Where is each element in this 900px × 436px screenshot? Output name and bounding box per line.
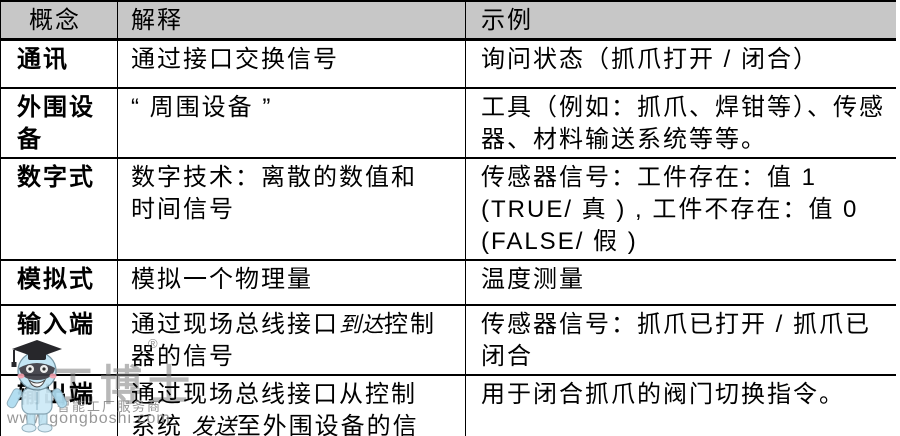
explanation-cell: 模拟一个物理量: [117, 259, 466, 306]
table-row: 模拟式 模拟一个物理量 温度测量: [0, 259, 896, 306]
table-row: 通讯 通过接口交换信号 询问状态（抓爪打开 / 闭合）: [0, 39, 896, 89]
example-cell: 传感器信号：工件存在：值 1 (TRUE/ 真 ) , 工件不存在：值 0 (F…: [465, 157, 896, 261]
concept-cell: 外围设备: [0, 87, 118, 159]
table-row: 输出端 通过现场总线接口从控制系统 发送至外围设备的信号 用于闭合抓爪的阀门切换…: [0, 374, 896, 436]
explanation-cell: 通过接口交换信号: [117, 39, 466, 89]
concept-cell: 输入端: [0, 304, 118, 376]
registered-trademark-symbol: ®: [148, 336, 158, 351]
example-cell: 温度测量: [465, 259, 896, 306]
header-row: 概念 解释 示例: [0, 1, 896, 41]
explanation-cell: 通过现场总线接口到达控制器的信号: [117, 304, 466, 376]
explanation-text: 数字技术：离散的数值和时间信号: [131, 163, 417, 223]
explanation-cell: 通过现场总线接口从控制系统 发送至外围设备的信号: [117, 374, 466, 436]
concept-cell: 模拟式: [0, 259, 118, 306]
explanation-text: 模拟一个物理量: [131, 265, 313, 293]
explanation-italic-segment: 发送: [191, 413, 237, 436]
example-cell: 用于闭合抓爪的阀门切换指令。: [465, 374, 896, 436]
table-row: 数字式 数字技术：离散的数值和时间信号 传感器信号：工件存在：值 1 (TRUE…: [0, 157, 896, 261]
explanation-text: 通过现场总线接口从控制系统: [131, 380, 417, 436]
column-header-explanation: 解释: [117, 1, 466, 41]
explanation-cell: 数字技术：离散的数值和时间信号: [117, 157, 466, 261]
watermark-tagline: 智能工厂服务商: [57, 399, 163, 414]
explanation-text: “ 周围设备 ”: [131, 93, 273, 121]
explanation-text: 通过现场总线接口: [131, 310, 339, 338]
explanation-italic-segment: 到达: [339, 311, 385, 337]
table-row: 外围设备 “ 周围设备 ” 工具（例如：抓爪、焊钳等）、传感器、材料输送系统等等…: [0, 87, 896, 159]
table-row: 输入端 通过现场总线接口到达控制器的信号 传感器信号：抓爪已打开 / 抓爪已闭合: [0, 304, 896, 376]
gongboshi-mascot-logo: [6, 340, 68, 433]
explanation-cell: “ 周围设备 ”: [117, 87, 466, 159]
explanation-text: 至外围设备的信号: [236, 412, 419, 436]
example-cell: 工具（例如：抓爪、焊钳等）、传感器、材料输送系统等等。: [465, 87, 896, 159]
concept-cell: 通讯: [0, 39, 118, 89]
explanation-text: 控制器的信号: [131, 310, 437, 370]
example-cell: 传感器信号：抓爪已打开 / 抓爪已闭合: [465, 304, 896, 376]
example-cell: 询问状态（抓爪打开 / 闭合）: [465, 39, 896, 89]
column-header-concept: 概念: [0, 1, 118, 41]
column-header-example: 示例: [465, 1, 896, 41]
watermark-url: www.gongboshi.com: [7, 410, 171, 427]
explanation-text: 通过接口交换信号: [131, 46, 339, 73]
concept-cell: 数字式: [0, 157, 118, 261]
